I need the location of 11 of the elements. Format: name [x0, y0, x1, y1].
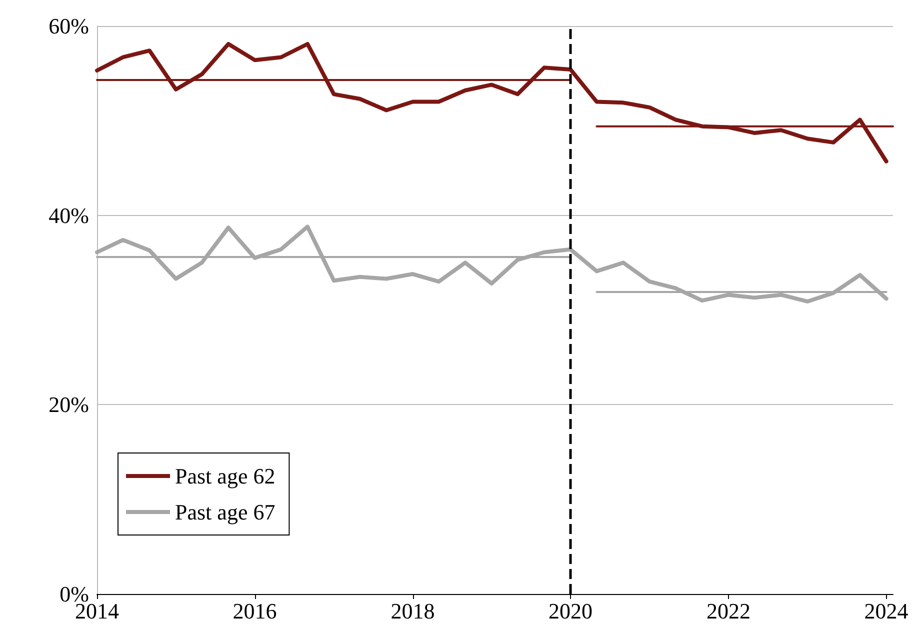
- y-tick-label: 40%: [48, 202, 89, 228]
- x-tick-label: 2018: [390, 598, 435, 624]
- x-tick-label: 2020: [548, 598, 593, 624]
- x-tick-label: 2016: [232, 598, 277, 624]
- line-series: [95, 224, 888, 304]
- y-tick-label: 20%: [48, 392, 89, 418]
- x-tick-label: 2024: [864, 598, 908, 624]
- legend-label: Past age 67: [175, 500, 276, 524]
- y-tick-label: 60%: [48, 14, 89, 38]
- x-tick-label: 2022: [706, 598, 751, 624]
- legend-label: Past age 62: [175, 464, 276, 488]
